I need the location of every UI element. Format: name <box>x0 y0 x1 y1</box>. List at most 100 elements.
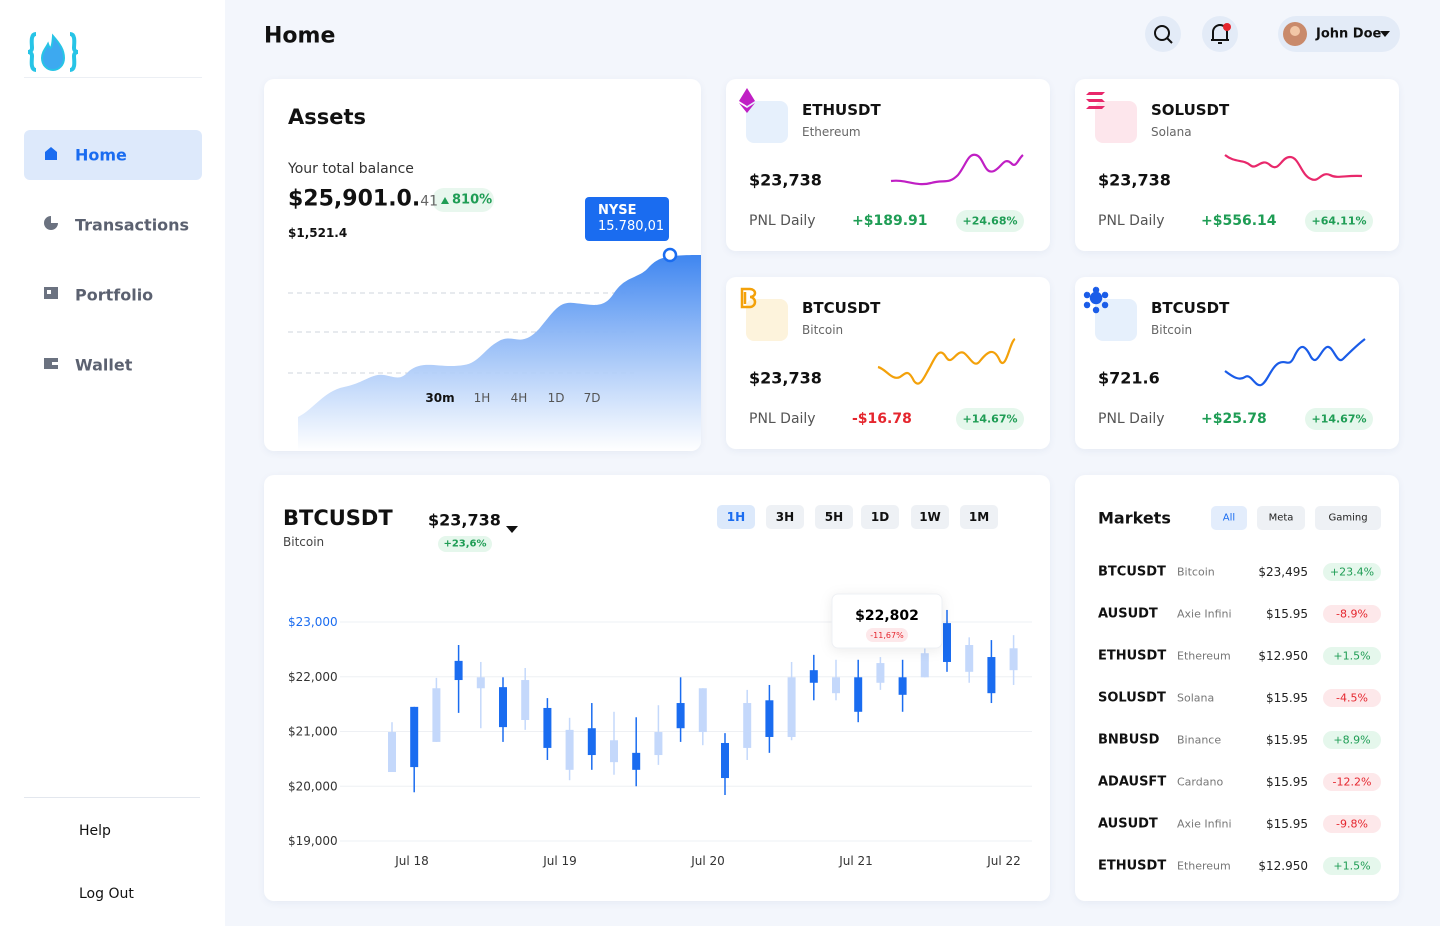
market-name: Solana <box>1177 691 1215 705</box>
x-tick-label: Jul 21 <box>838 854 873 868</box>
candle-body <box>432 688 441 742</box>
market-price: $15.95 <box>1266 607 1308 621</box>
nav-item[interactable]: Transactions <box>24 200 202 250</box>
tooltip-pill <box>866 628 908 642</box>
interval-button[interactable] <box>717 505 755 529</box>
market-price: $15.95 <box>1266 775 1308 789</box>
filter-button[interactable] <box>1315 506 1381 530</box>
user-menu[interactable] <box>1278 16 1400 52</box>
x-tick-label: Jul 20 <box>690 854 725 868</box>
candle-body <box>809 670 818 683</box>
candle-body <box>676 703 685 729</box>
filter-button[interactable] <box>1211 506 1247 530</box>
notification-button[interactable] <box>1202 16 1238 52</box>
y-tick-label: $22,000 <box>288 670 338 684</box>
change-pill <box>1323 563 1381 581</box>
page-title: Home <box>264 23 336 49</box>
price: $23,738 <box>749 170 822 190</box>
candle-body <box>565 729 574 770</box>
sparkline <box>890 153 1024 186</box>
interval-label: 1W <box>919 510 941 524</box>
coin-name: Bitcoin <box>802 323 844 337</box>
avatar-face <box>1290 26 1300 36</box>
market-change: -8.9% <box>1336 607 1368 621</box>
interval-button[interactable] <box>766 505 804 529</box>
candle-body <box>1009 648 1018 671</box>
dropdown-arrow[interactable] <box>506 526 518 533</box>
candle-body <box>521 680 530 721</box>
change-pill <box>1323 689 1381 707</box>
change-pill <box>432 188 494 212</box>
interval-button[interactable] <box>960 505 998 529</box>
change-pill <box>1323 815 1381 833</box>
market-symbol: AUSUDT <box>1098 606 1158 622</box>
market-change: +8.9% <box>1333 733 1371 747</box>
price: $23,738 <box>749 368 822 388</box>
pct: +14.67% <box>962 412 1018 426</box>
divider <box>24 797 200 798</box>
change-pill <box>438 536 492 552</box>
filter-label: All <box>1222 512 1236 524</box>
interval-button[interactable] <box>911 505 949 529</box>
interval-button[interactable] <box>815 505 853 529</box>
sparkline <box>1224 338 1366 387</box>
ticker-graphics <box>1086 92 1373 232</box>
market-price: $15.95 <box>1266 733 1308 747</box>
coin-icon-bg <box>1095 299 1137 341</box>
nav-item[interactable]: Portfolio <box>24 270 202 320</box>
range-button[interactable]: 7D <box>583 391 601 405</box>
x-tick-label: Jul 19 <box>542 854 577 868</box>
interval-label: 5H <box>824 510 844 524</box>
interval-label: 1H <box>726 510 746 524</box>
candle-body <box>543 707 552 748</box>
candle-body <box>410 706 419 768</box>
market-name: Cardano <box>1177 775 1224 789</box>
market-name: Axie Infini <box>1177 817 1232 831</box>
pnl: -$16.78 <box>852 411 912 427</box>
dropdown-arrow <box>1380 31 1390 37</box>
range-button[interactable]: 30m <box>425 391 455 405</box>
market-symbol: BTCUSDT <box>1098 564 1166 580</box>
market-symbol: ETHUSDT <box>1098 858 1167 874</box>
nav-icon <box>44 216 58 230</box>
icon-shape <box>44 358 58 369</box>
y-tick-label: $20,000 <box>288 779 338 793</box>
market-change: -9.8% <box>1336 817 1368 831</box>
candlestick-chart: $19,000 $20,000 $21,000 $22,000 $23,000 Jul 1… <box>288 505 1032 868</box>
filter-button[interactable] <box>1257 506 1305 530</box>
candle-body <box>721 742 729 779</box>
nav-item[interactable]: Home <box>24 130 202 180</box>
nav-icon <box>44 287 58 299</box>
sub-balance: $1,521.4 <box>288 226 348 240</box>
search-icon <box>1166 37 1173 44</box>
nav-item[interactable]: Wallet <box>24 340 202 390</box>
footer-item[interactable]: Help <box>36 815 186 847</box>
pnl: +$25.78 <box>1201 411 1267 427</box>
area <box>298 255 701 451</box>
footer-item[interactable]: Log Out <box>36 878 186 910</box>
interval-button[interactable] <box>861 505 899 529</box>
range-button[interactable]: 4H <box>510 391 528 405</box>
pct-pill <box>956 210 1024 232</box>
pnl: +$556.14 <box>1201 213 1277 229</box>
pnl-label: PNL Daily <box>749 213 816 229</box>
search-button[interactable] <box>1145 16 1181 52</box>
nav-label: Transactions <box>75 215 190 235</box>
x-tick-label: Jul 18 <box>394 854 429 868</box>
tooltip-box <box>831 593 943 649</box>
pct-pill <box>1305 408 1373 430</box>
chart-subtitle: Bitcoin <box>283 535 325 549</box>
coin-name: Ethereum <box>802 125 861 139</box>
ticker-card: BTCUSDT Bitcoin $721.6 PNL Daily +$25.78 +14.… <box>1075 277 1399 449</box>
candle-body <box>587 728 596 756</box>
label: Your total balance <box>288 161 414 177</box>
chart-price: $23,738 <box>428 510 501 530</box>
range-button[interactable]: 1D <box>547 391 565 405</box>
market-name: Bitcoin <box>1177 565 1215 579</box>
market-symbol: AUSUDT <box>1098 816 1158 832</box>
nav-label: Wallet <box>75 355 133 375</box>
pnl-label: PNL Daily <box>1098 411 1165 427</box>
range-button[interactable]: 1H <box>473 391 491 405</box>
change-pill <box>1323 605 1381 623</box>
